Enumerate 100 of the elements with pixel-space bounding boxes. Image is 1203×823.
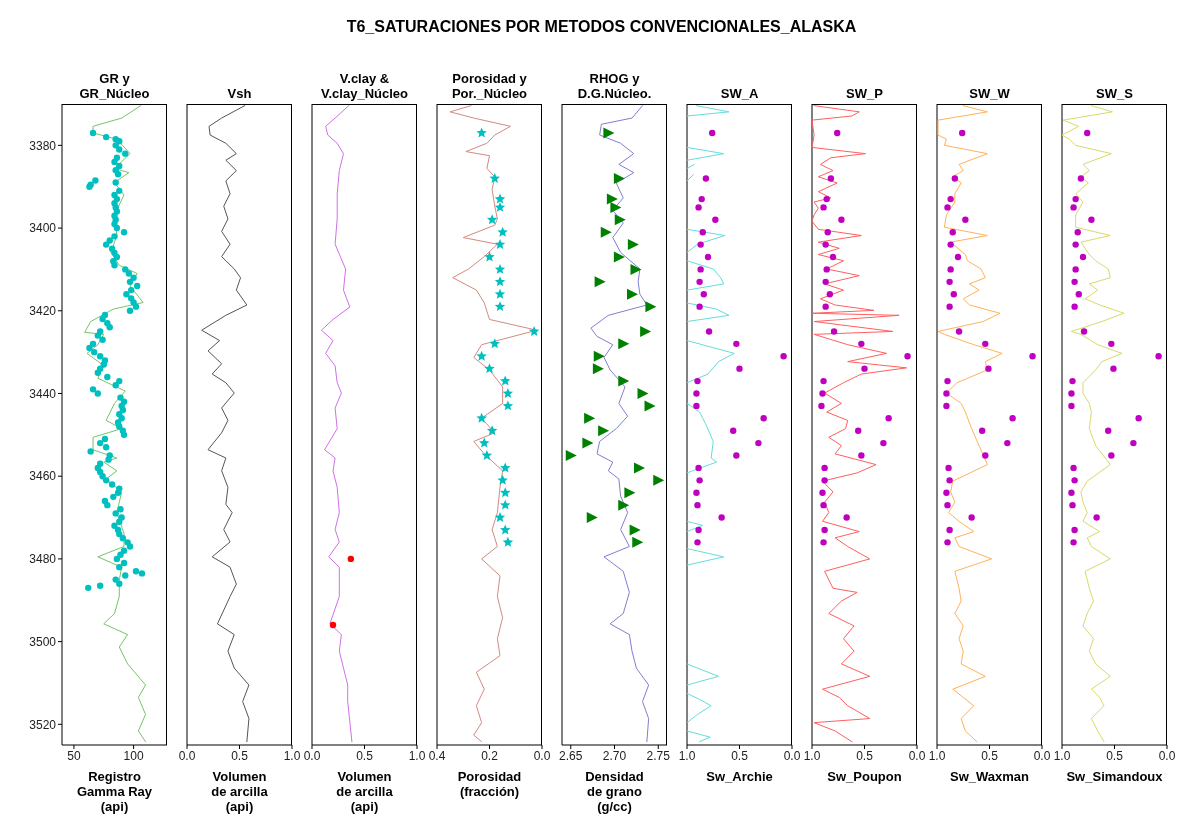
point <box>528 325 540 336</box>
point <box>598 425 610 437</box>
point <box>702 175 710 182</box>
point <box>695 204 702 211</box>
chart-title: V.clay & V.clay_Núcleo <box>320 71 409 101</box>
point <box>704 253 712 261</box>
point <box>1072 266 1079 273</box>
point <box>822 303 829 310</box>
point <box>954 253 962 261</box>
point <box>951 175 959 182</box>
point <box>582 437 594 449</box>
x-tick-label: 0.0 <box>533 748 551 763</box>
x-tick-label: 0.0 <box>1033 748 1051 763</box>
point <box>820 377 827 385</box>
chart-title: SW_A <box>719 86 760 101</box>
point <box>1130 439 1137 447</box>
x-axis-title: Porosidad (fracción) <box>456 769 523 799</box>
point <box>584 412 596 424</box>
point <box>640 325 652 337</box>
point <box>593 350 605 362</box>
point <box>497 474 508 485</box>
point <box>693 489 700 496</box>
point <box>614 214 626 226</box>
point <box>830 328 838 335</box>
point <box>819 489 826 496</box>
point <box>494 276 506 287</box>
point <box>1071 526 1078 534</box>
point <box>1108 340 1115 348</box>
point <box>826 291 834 298</box>
point <box>481 450 493 460</box>
point <box>943 402 950 410</box>
point <box>494 263 506 274</box>
point <box>694 539 701 546</box>
point <box>885 415 892 422</box>
point <box>484 251 495 262</box>
point <box>627 239 639 251</box>
point <box>624 487 636 499</box>
point <box>565 450 577 462</box>
x-tick-label: 0.5 <box>231 748 249 763</box>
point <box>600 226 612 238</box>
chart-title: Vsh <box>226 86 253 101</box>
point <box>1093 514 1100 521</box>
text: T6_SATURACIONES POR METODOS CONVENCIONALES_ALASKA <box>345 18 858 36</box>
x-axis-title: Sw_Archie <box>705 769 774 784</box>
x-tick-label: 0.0 <box>1158 748 1176 763</box>
point <box>613 251 625 263</box>
point <box>610 201 622 213</box>
point <box>946 477 953 484</box>
x-axis-title: Volumen de arcilla (api) <box>335 769 394 814</box>
point <box>618 499 630 511</box>
point <box>709 129 716 137</box>
chart-title: SW_W <box>968 86 1011 101</box>
point <box>489 172 500 183</box>
x-axis-title: Sw_Poupon <box>826 769 903 784</box>
point <box>500 499 511 510</box>
point <box>699 229 706 236</box>
x-axis-title: Sw_Waxman <box>949 769 1030 784</box>
point <box>1110 365 1117 372</box>
point <box>696 303 703 310</box>
chart-title: GR y GR_Núcleo <box>78 71 151 101</box>
point <box>880 439 887 447</box>
point <box>695 526 702 534</box>
y-tick-label: 3400 <box>29 221 57 236</box>
point <box>821 464 828 472</box>
point <box>653 474 665 486</box>
y-tick-label: 3480 <box>29 552 57 567</box>
point <box>592 363 604 375</box>
point <box>1029 353 1036 360</box>
point <box>1068 489 1075 496</box>
point <box>500 375 511 386</box>
point <box>637 387 649 399</box>
point <box>827 175 835 182</box>
point <box>1068 390 1075 397</box>
point <box>693 402 700 410</box>
point <box>630 263 642 275</box>
point <box>947 241 954 248</box>
point <box>733 340 740 348</box>
point <box>696 278 703 286</box>
point <box>1069 377 1076 385</box>
x-tick-label: 0.0 <box>303 748 321 763</box>
point <box>947 195 954 203</box>
point <box>760 415 767 422</box>
y-tick-label: 3380 <box>29 138 57 153</box>
point <box>1071 278 1078 286</box>
x-tick-label: 0.0 <box>908 748 926 763</box>
point <box>949 229 956 236</box>
point <box>820 204 827 211</box>
chart-title: RHOG y D.G.Núcleo. <box>576 71 653 101</box>
point <box>1070 539 1077 546</box>
point <box>489 338 500 349</box>
point <box>982 340 989 348</box>
x-tick-label: 2.65 <box>559 748 583 763</box>
x-tick-label: 1.0 <box>1053 748 1071 763</box>
point <box>613 172 625 184</box>
point <box>944 501 951 509</box>
point <box>780 353 787 360</box>
x-tick-label: 2.75 <box>646 748 671 763</box>
point <box>497 226 508 237</box>
point <box>500 487 511 498</box>
x-tick-label: 1.0 <box>803 748 821 763</box>
